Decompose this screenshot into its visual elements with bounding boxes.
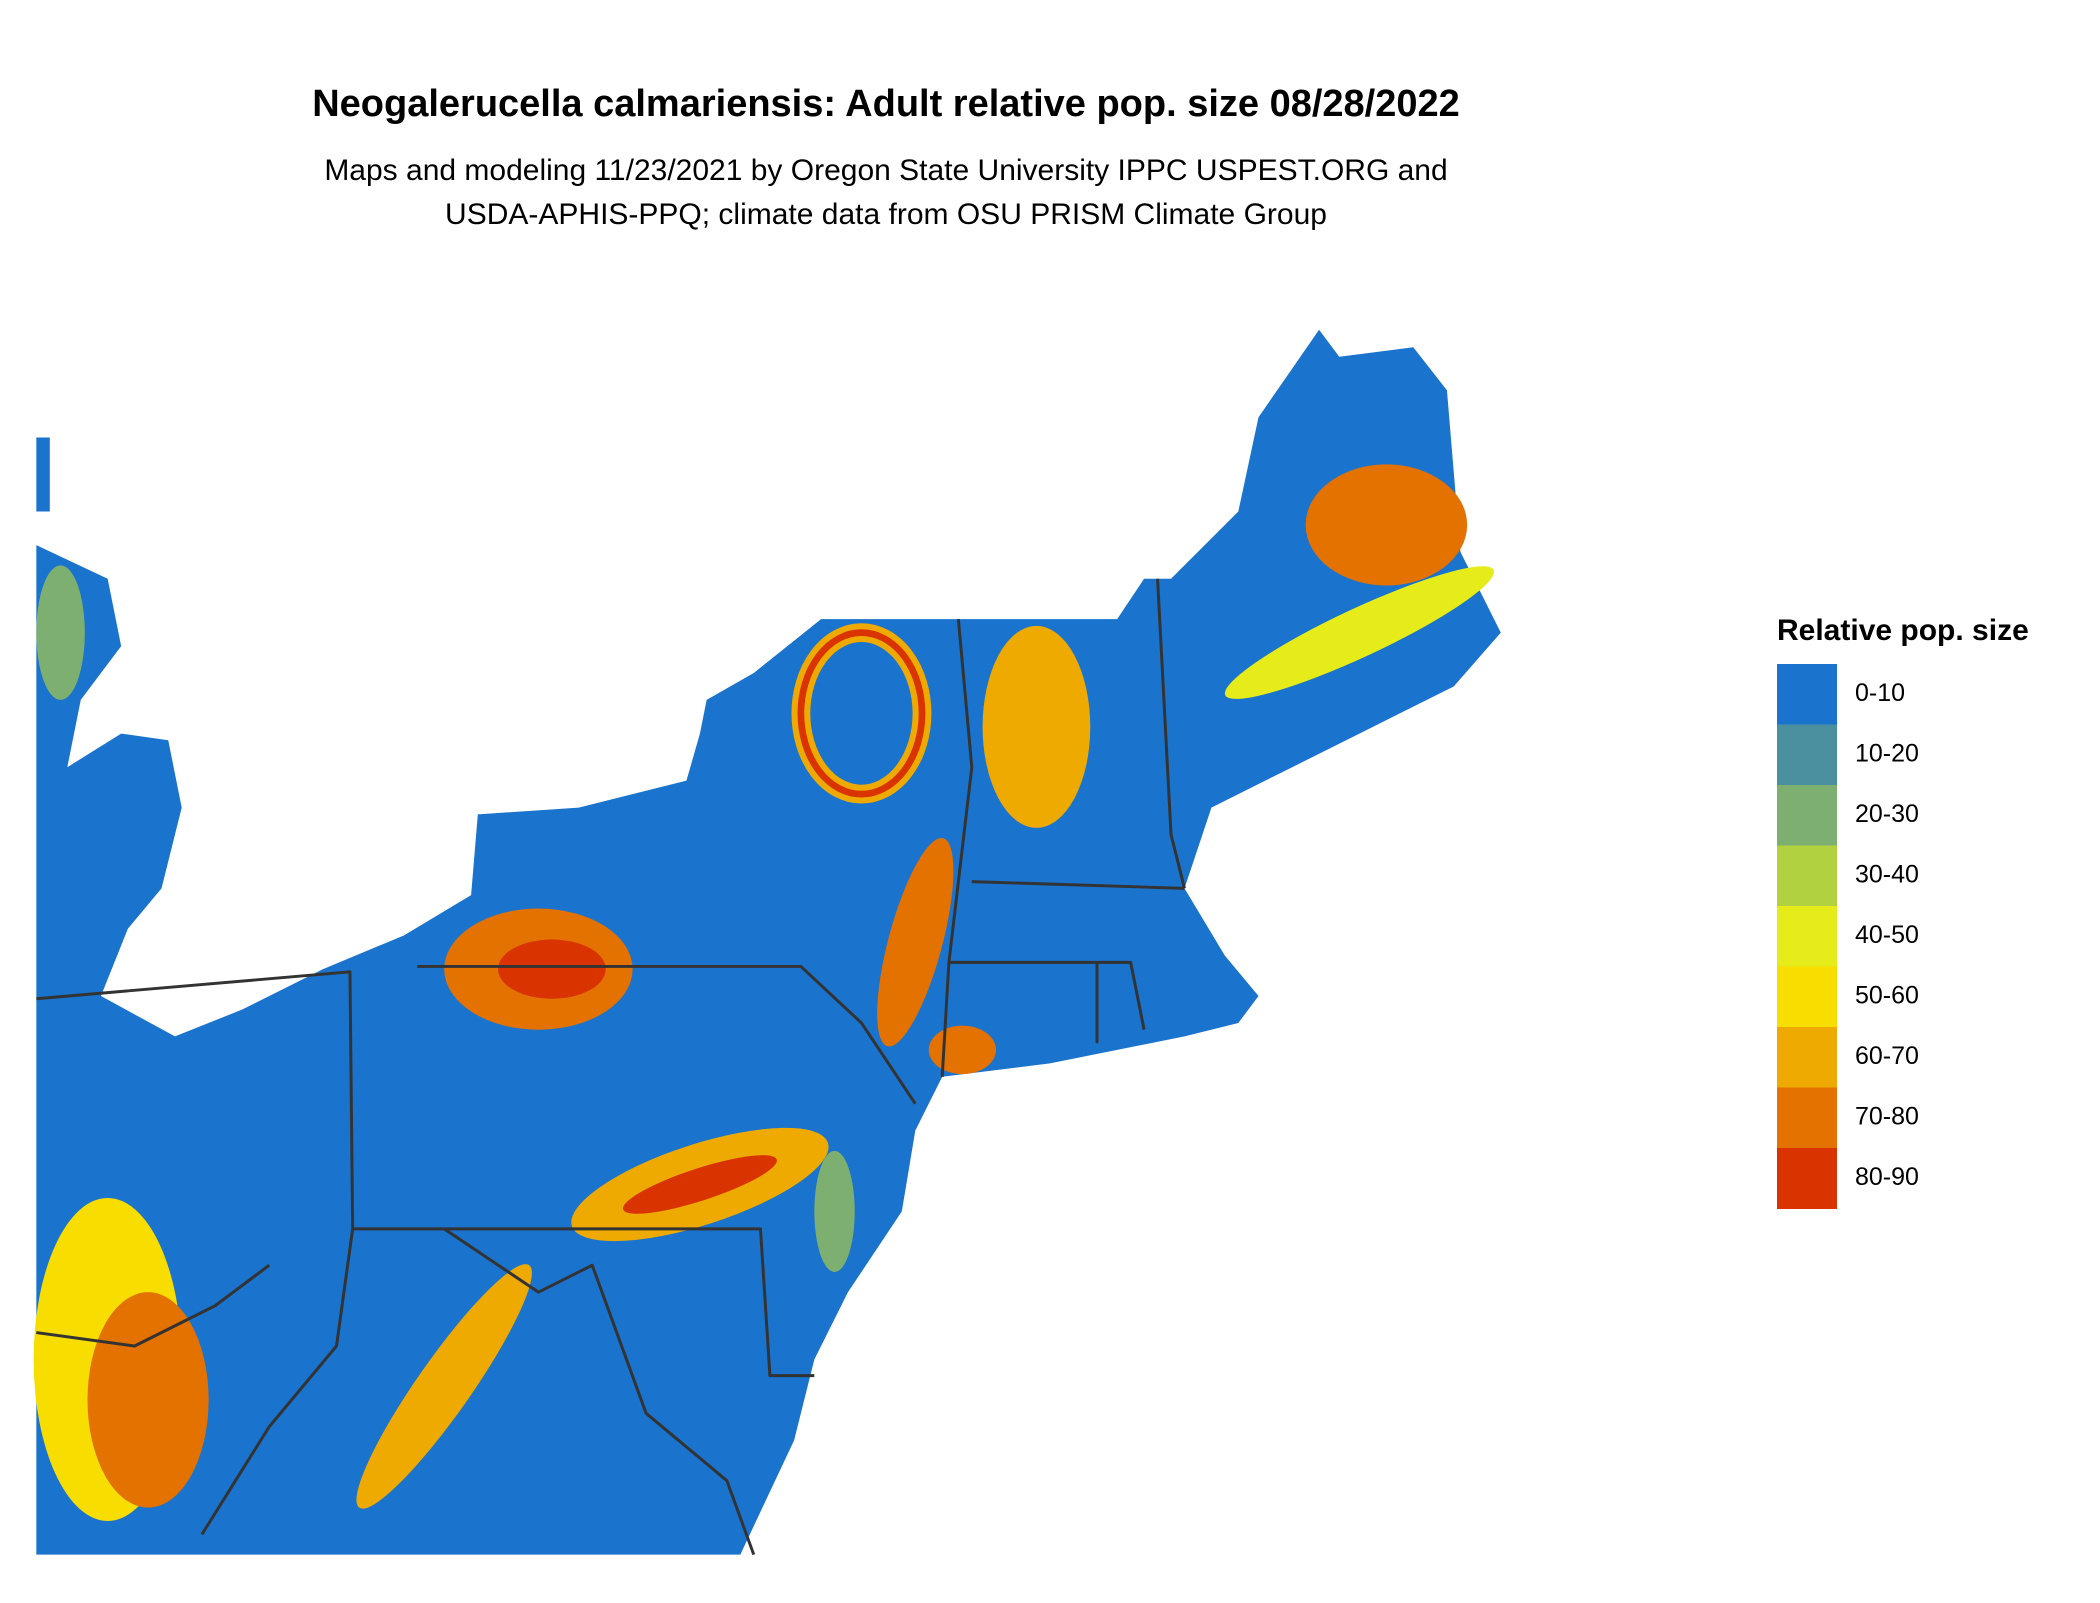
map-subtitle: Maps and modeling 11/23/2021 by Oregon S…: [324, 154, 1447, 187]
legend-label: 40-50: [1855, 921, 1919, 949]
patch: [356, 1264, 532, 1509]
legend-swatch: [1777, 664, 1837, 725]
land: [36, 329, 1501, 1555]
legend-swatch: [1777, 785, 1837, 846]
legend-swatch: [1777, 1148, 1837, 1209]
patch: [498, 939, 606, 999]
land: [36, 437, 50, 512]
legend-label: 60-70: [1855, 1042, 1919, 1070]
patch: [797, 629, 926, 798]
map-title: Neogalerucella calmariensis: Adult relat…: [312, 83, 1460, 125]
legend-label: 50-60: [1855, 981, 1919, 1009]
legend-title: Relative pop. size: [1777, 614, 2029, 647]
patch: [622, 1155, 777, 1214]
patch: [87, 1292, 209, 1508]
legend-label: 70-80: [1855, 1102, 1919, 1130]
patch: [877, 837, 954, 1047]
patch: [982, 625, 1091, 828]
legend-label: 10-20: [1855, 739, 1919, 767]
legend: 0-10 10-20 20-30 30-40 40-50 50-60 60-70 70-80 8…: [1777, 664, 1919, 1209]
map: [33, 329, 1501, 1556]
legend-swatch: [1777, 966, 1837, 1028]
legend-swatch: [1777, 1027, 1837, 1088]
patch: [1305, 464, 1468, 586]
legend-label: 30-40: [1855, 860, 1919, 888]
hotspots: [33, 464, 1495, 1521]
legend-label: 0-10: [1855, 679, 1905, 707]
map-subtitle: USDA-APHIS-PPQ; climate data from OSU PR…: [445, 198, 1327, 231]
patch: [36, 565, 85, 700]
patch: [928, 1025, 997, 1075]
legend-swatch: [1777, 1087, 1837, 1149]
legend-swatch: [1777, 724, 1837, 786]
legend-swatch: [1777, 906, 1837, 967]
patch: [1224, 566, 1495, 699]
legend-label: 20-30: [1855, 800, 1919, 828]
state-borders: [36, 578, 1186, 1556]
patch: [814, 1150, 855, 1272]
legend-label: 80-90: [1855, 1163, 1919, 1191]
legend-swatch: [1777, 845, 1837, 907]
